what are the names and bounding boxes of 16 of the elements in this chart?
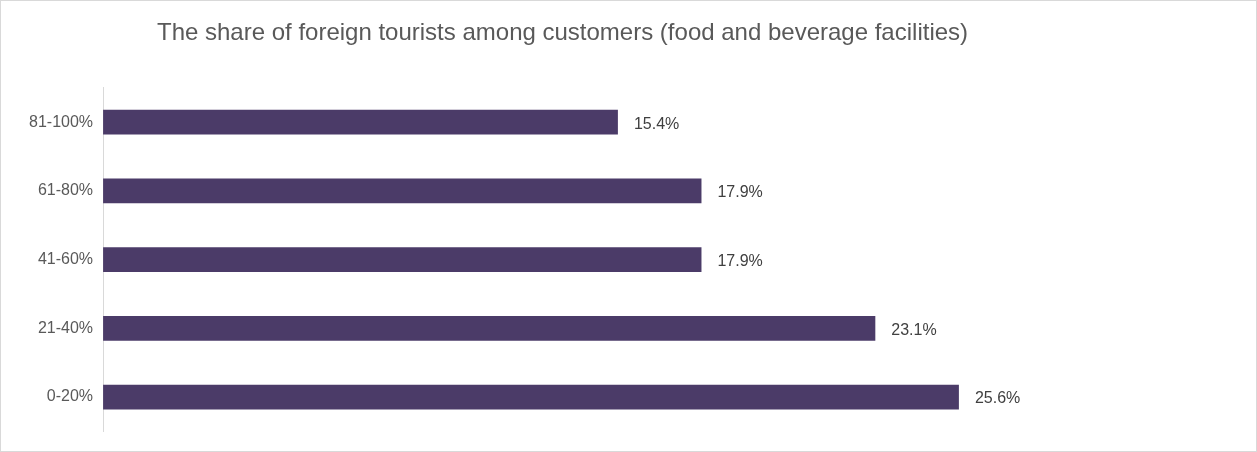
bar bbox=[103, 384, 959, 410]
bar bbox=[103, 178, 702, 204]
y-tick-label: 21-40% bbox=[37, 318, 94, 336]
data-label: 23.1% bbox=[891, 320, 937, 338]
y-tick-label: 0-20% bbox=[46, 387, 94, 405]
bar bbox=[103, 247, 702, 272]
y-tick-label: 81-100% bbox=[29, 112, 94, 130]
data-label: 17.9% bbox=[717, 252, 763, 270]
bar bbox=[103, 109, 618, 135]
y-tick-label: 61-80% bbox=[37, 181, 94, 199]
bar bbox=[103, 315, 876, 341]
data-label: 15.4% bbox=[633, 114, 680, 132]
chart-title: The share of foreign tourists among customers (food and beverage facilities) bbox=[156, 18, 969, 46]
data-label: 25.6% bbox=[974, 389, 1021, 407]
y-tick-label: 41-60% bbox=[37, 250, 94, 268]
data-label: 17.9% bbox=[717, 183, 763, 201]
